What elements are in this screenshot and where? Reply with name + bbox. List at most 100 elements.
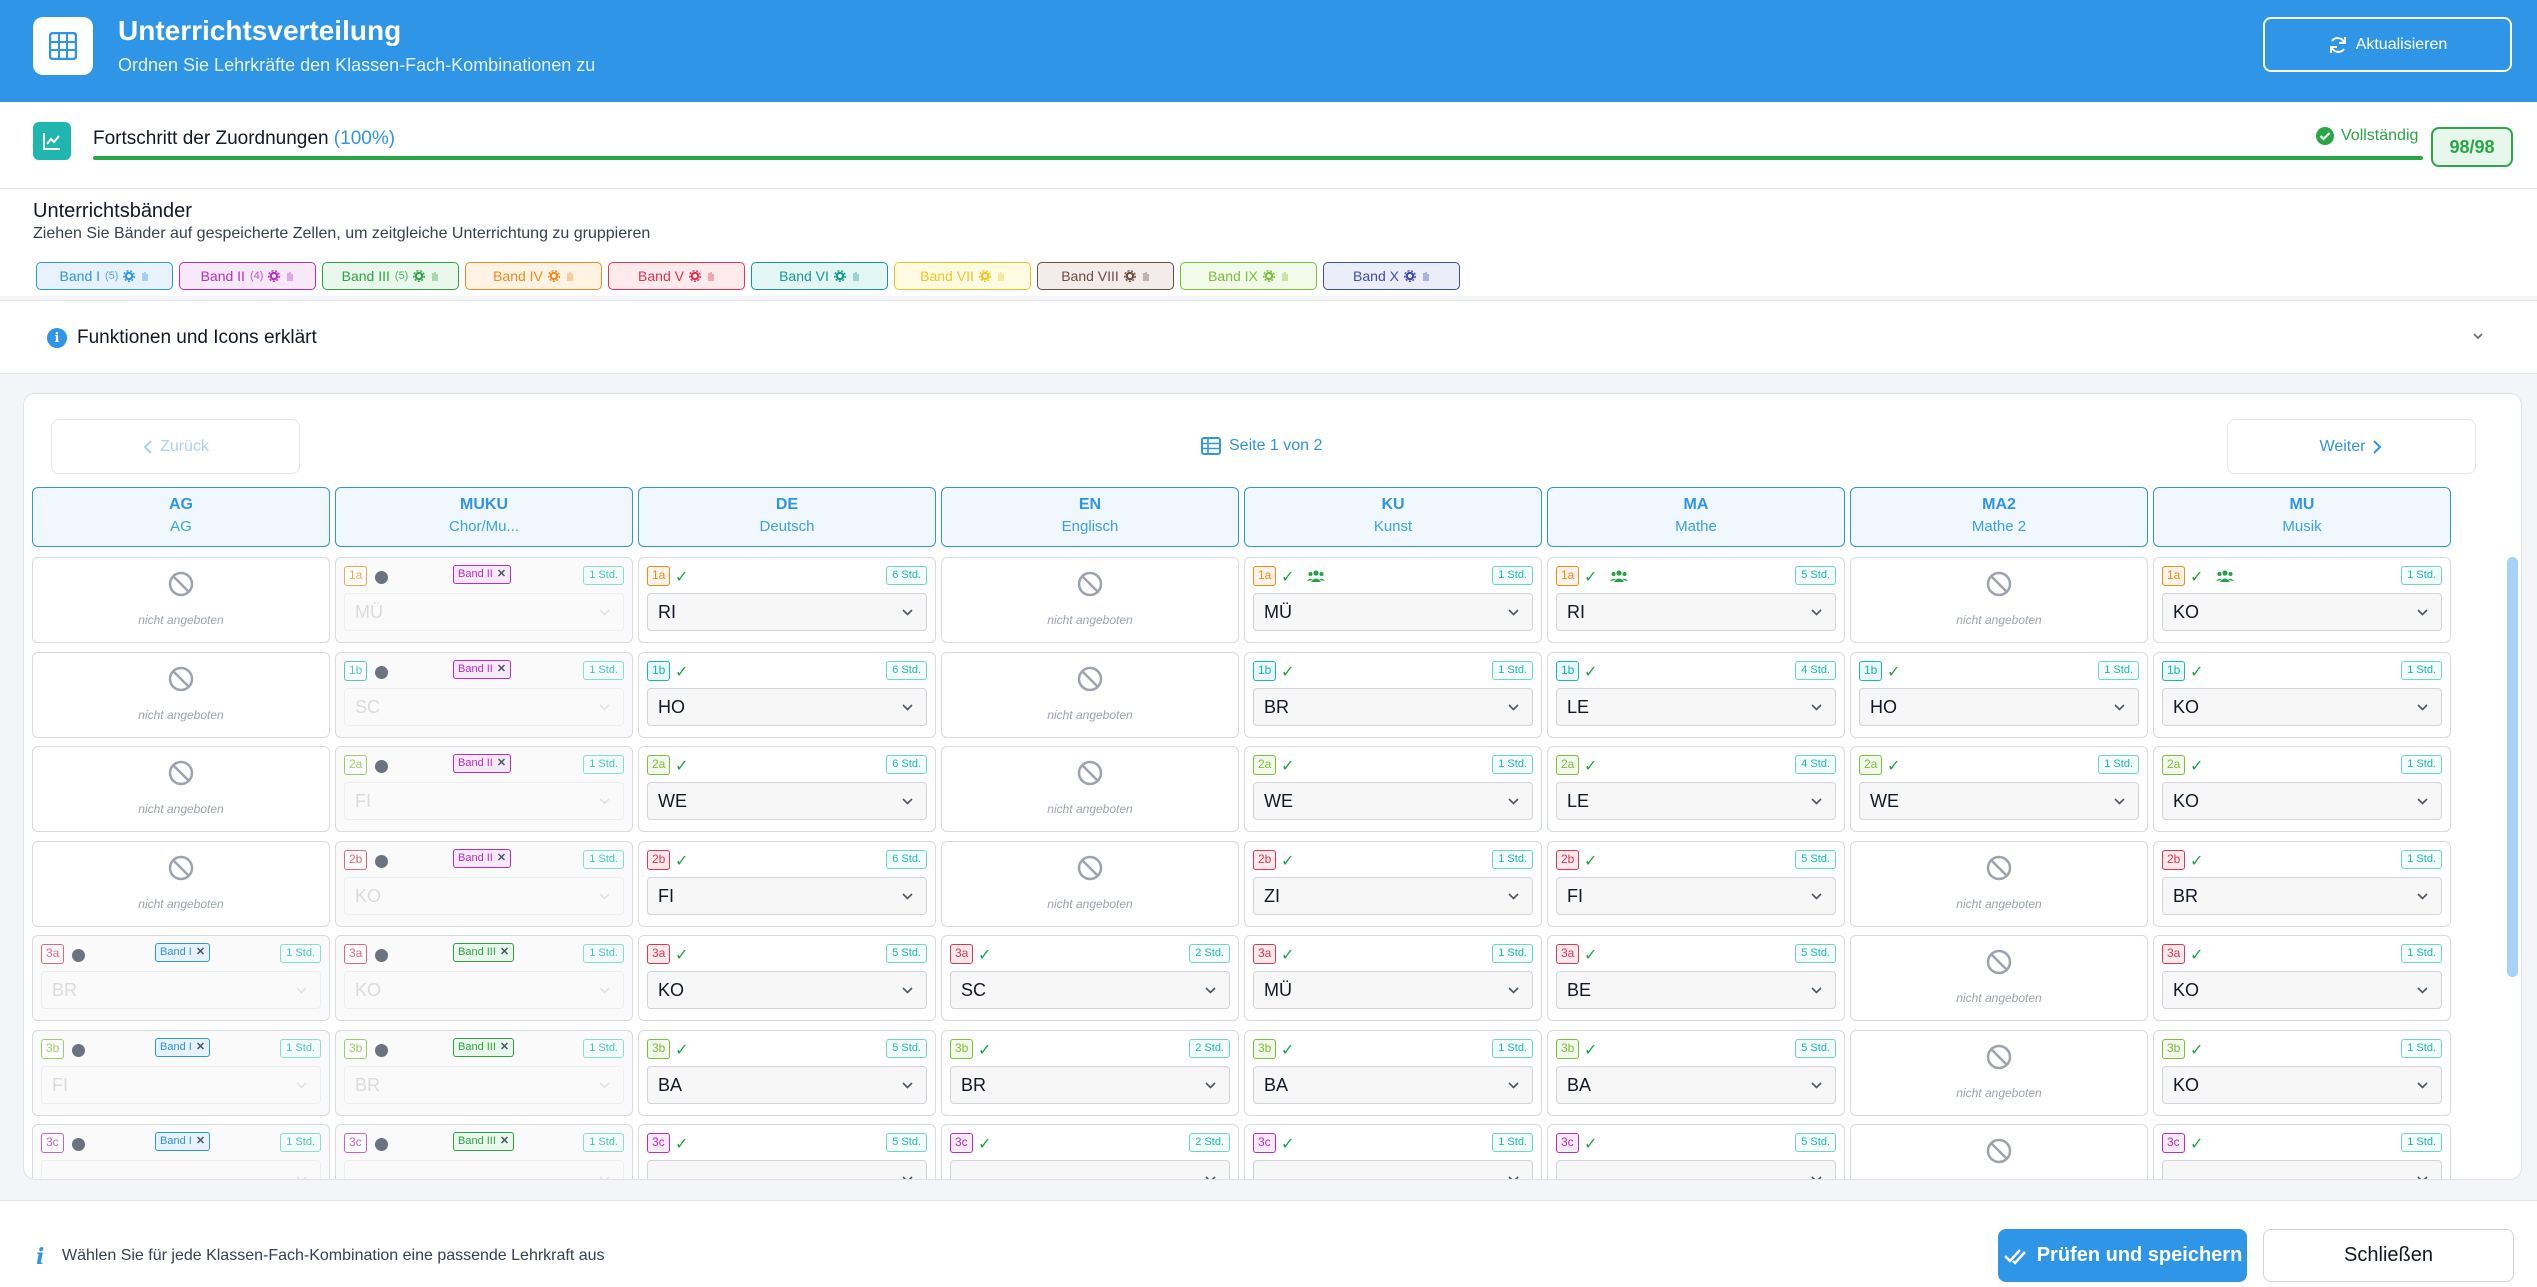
teacher-select[interactable]: KO bbox=[2162, 687, 2442, 726]
assignment-cell[interactable]: 1a Band II ✕ 1 Std. MÜ bbox=[335, 557, 633, 643]
gear-icon[interactable] bbox=[123, 270, 136, 282]
band-chip[interactable]: Band IV bbox=[465, 262, 602, 290]
remove-band-icon[interactable]: ✕ bbox=[496, 851, 507, 864]
teacher-select[interactable] bbox=[950, 1160, 1230, 1179]
assignment-cell[interactable]: 3b Band I ✕ 1 Std. FI bbox=[32, 1029, 330, 1116]
teacher-select[interactable] bbox=[647, 1160, 927, 1179]
assignment-cell[interactable]: 2a ✓ 1 Std. WE bbox=[1850, 746, 2148, 832]
teacher-select[interactable]: FI bbox=[344, 782, 624, 820]
assignment-cell[interactable]: 3c Band I ✕ 1 Std. bbox=[32, 1124, 330, 1179]
remove-band-icon[interactable]: ✕ bbox=[496, 757, 507, 769]
assignment-cell[interactable]: 1b ✓ 1 Std. KO bbox=[2153, 651, 2451, 738]
teacher-select[interactable] bbox=[1253, 1160, 1533, 1179]
assignment-cell[interactable]: 3c ✓ 2 Std. bbox=[941, 1124, 1239, 1179]
assignment-cell[interactable]: 3a ✓ 1 Std. MÜ bbox=[1244, 935, 1542, 1021]
teacher-select[interactable]: RI bbox=[647, 593, 927, 631]
teacher-select[interactable]: BE bbox=[1556, 971, 1836, 1009]
gear-icon[interactable] bbox=[1123, 270, 1136, 282]
assignment-cell[interactable]: 2a ✓ 1 Std. WE bbox=[1244, 746, 1542, 832]
band-tag[interactable]: Band III ✕ bbox=[453, 1037, 515, 1057]
assignment-cell[interactable]: 2a ✓ 1 Std. KO bbox=[2153, 746, 2451, 832]
teacher-select[interactable]: SC bbox=[950, 971, 1230, 1009]
assignment-cell[interactable]: 1b ✓ 4 Std. LE bbox=[1547, 651, 1845, 738]
remove-band-icon[interactable]: ✕ bbox=[195, 1135, 206, 1147]
next-button[interactable]: Weiter bbox=[2227, 419, 2476, 474]
band-tag[interactable]: Band I ✕ bbox=[155, 943, 211, 962]
gear-icon[interactable] bbox=[547, 270, 560, 282]
info-accordion[interactable]: i Funktionen und Icons erklärt bbox=[0, 300, 2537, 374]
teacher-select[interactable]: HO bbox=[647, 687, 927, 726]
assignment-cell[interactable]: 1b ✓ 1 Std. BR bbox=[1244, 651, 1542, 738]
assignment-cell[interactable]: 2b Band II ✕ 1 Std. KO bbox=[335, 840, 633, 927]
assignment-cell[interactable]: 3c Band III ✕ 1 Std. bbox=[335, 1124, 633, 1179]
assignment-cell[interactable]: 1a ✓ 5 Std. RI bbox=[1547, 557, 1845, 643]
teacher-select[interactable]: FI bbox=[1556, 876, 1836, 915]
band-tag[interactable]: Band III ✕ bbox=[453, 1132, 515, 1151]
teacher-select[interactable]: FI bbox=[647, 876, 927, 915]
gear-icon[interactable] bbox=[978, 270, 991, 282]
assignment-cell[interactable]: 1b ✓ 1 Std. HO bbox=[1850, 651, 2148, 738]
teacher-select[interactable] bbox=[2162, 1160, 2442, 1179]
teacher-select[interactable]: BA bbox=[1556, 1065, 1836, 1104]
band-tag[interactable]: Band II ✕ bbox=[453, 848, 512, 868]
assignment-cell[interactable]: 3b ✓ 5 Std. BA bbox=[638, 1029, 936, 1116]
assignment-cell[interactable]: 1a ✓ 1 Std. KO bbox=[2153, 557, 2451, 643]
assignment-cell[interactable]: 3a ✓ 5 Std. BE bbox=[1547, 935, 1845, 1021]
teacher-select[interactable]: BR bbox=[1253, 687, 1533, 726]
teacher-select[interactable]: BR bbox=[344, 1065, 624, 1104]
save-button[interactable]: Prüfen und speichern bbox=[1998, 1229, 2247, 1282]
teacher-select[interactable]: BR bbox=[2162, 876, 2442, 915]
teacher-select[interactable] bbox=[41, 1160, 321, 1179]
gear-icon[interactable] bbox=[688, 270, 701, 282]
band-chip[interactable]: Band I (5) bbox=[36, 262, 173, 290]
assignment-cell[interactable]: 3c ✓ 5 Std. bbox=[1547, 1124, 1845, 1179]
assignment-cell[interactable]: 2b ✓ 1 Std. ZI bbox=[1244, 840, 1542, 927]
teacher-select[interactable]: KO bbox=[344, 971, 624, 1009]
band-chip[interactable]: Band VIII bbox=[1037, 262, 1174, 290]
teacher-select[interactable]: BR bbox=[41, 971, 321, 1009]
teacher-select[interactable]: KO bbox=[344, 876, 624, 915]
teacher-select[interactable] bbox=[344, 1160, 624, 1179]
band-tag[interactable]: Band II ✕ bbox=[453, 754, 512, 773]
gear-icon[interactable] bbox=[413, 270, 426, 282]
teacher-select[interactable]: MÜ bbox=[1253, 593, 1533, 631]
teacher-select[interactable]: BA bbox=[1253, 1065, 1533, 1104]
band-tag[interactable]: Band II ✕ bbox=[453, 659, 512, 679]
band-chip[interactable]: Band V bbox=[608, 262, 745, 290]
assignment-cell[interactable]: 3a Band III ✕ 1 Std. KO bbox=[335, 935, 633, 1021]
grid-scrollbar[interactable] bbox=[2507, 557, 2518, 977]
assignment-cell[interactable]: 3b ✓ 1 Std. KO bbox=[2153, 1029, 2451, 1116]
assignment-cell[interactable]: 2a ✓ 4 Std. LE bbox=[1547, 746, 1845, 832]
teacher-select[interactable]: KO bbox=[2162, 593, 2442, 631]
assignment-cell[interactable]: 3c ✓ 1 Std. bbox=[2153, 1124, 2451, 1179]
assignment-cell[interactable]: 1b ✓ 6 Std. HO bbox=[638, 651, 936, 738]
gear-icon[interactable] bbox=[1403, 270, 1416, 282]
assignment-cell[interactable]: 2a ✓ 6 Std. WE bbox=[638, 746, 936, 832]
band-tag[interactable]: Band I ✕ bbox=[155, 1132, 211, 1151]
remove-band-icon[interactable]: ✕ bbox=[499, 1135, 510, 1147]
band-chip[interactable]: Band III (5) bbox=[322, 262, 459, 290]
remove-band-icon[interactable]: ✕ bbox=[496, 662, 507, 675]
assignment-cell[interactable]: 1b Band II ✕ 1 Std. SC bbox=[335, 651, 633, 738]
assignment-cell[interactable]: 3c ✓ 1 Std. bbox=[1244, 1124, 1542, 1179]
assignment-cell[interactable]: 3a ✓ 1 Std. KO bbox=[2153, 935, 2451, 1021]
remove-band-icon[interactable]: ✕ bbox=[496, 568, 507, 580]
assignment-cell[interactable]: 3b ✓ 2 Std. BR bbox=[941, 1029, 1239, 1116]
teacher-select[interactable]: RI bbox=[1556, 593, 1836, 631]
teacher-select[interactable]: LE bbox=[1556, 687, 1836, 726]
remove-band-icon[interactable]: ✕ bbox=[499, 946, 510, 958]
remove-band-icon[interactable]: ✕ bbox=[499, 1040, 510, 1053]
assignment-cell[interactable]: 1a ✓ 6 Std. RI bbox=[638, 557, 936, 643]
teacher-select[interactable]: MÜ bbox=[344, 593, 624, 631]
chevron-down-icon[interactable] bbox=[2470, 328, 2486, 344]
band-chip[interactable]: Band VII bbox=[894, 262, 1031, 290]
assignment-cell[interactable]: 3a ✓ 5 Std. KO bbox=[638, 935, 936, 1021]
band-chip[interactable]: Band VI bbox=[751, 262, 888, 290]
back-button[interactable]: Zurück bbox=[51, 419, 300, 474]
band-tag[interactable]: Band I ✕ bbox=[155, 1037, 211, 1057]
assignment-cell[interactable]: 2b ✓ 5 Std. FI bbox=[1547, 840, 1845, 927]
assignment-cell[interactable]: 2a Band II ✕ 1 Std. FI bbox=[335, 746, 633, 832]
band-chip[interactable]: Band X bbox=[1323, 262, 1460, 290]
teacher-select[interactable]: SC bbox=[344, 687, 624, 726]
gear-icon[interactable] bbox=[268, 270, 281, 282]
